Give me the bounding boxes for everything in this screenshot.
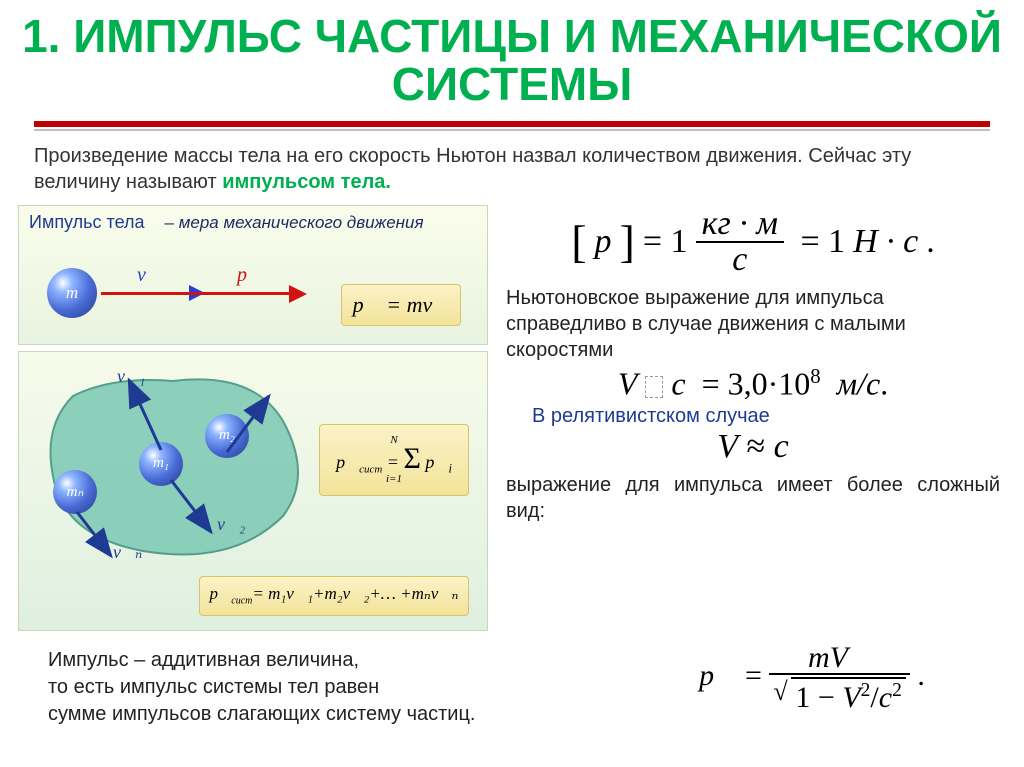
intro-term: импульсом тела. — [222, 171, 391, 193]
panel-system: mₙ m₁ m₂ v⃗₁ v⃗₂ v⃗ₙ N p⃗сист — [18, 351, 488, 631]
v1-label: v⃗₁ — [117, 366, 145, 387]
eq-v-approx: V ≈ c — [506, 430, 1000, 464]
bottom-row: Импульс – аддитивная величина, то есть и… — [0, 637, 1024, 728]
vn-label: v⃗ₙ — [113, 542, 142, 563]
system-arrows — [19, 352, 319, 572]
sphere-m-label: m — [66, 283, 78, 303]
formula-p-mv: p⃗ = mv⃗ — [341, 284, 461, 326]
eq-units: [p] = 1 кг · мс = 1 Н · с. — [506, 207, 1000, 277]
panel1-label: Импульс тела — [29, 212, 145, 232]
right-column: [p] = 1 кг · мс = 1 Н · с. Ньютоновское … — [500, 205, 1000, 637]
p-label: p⃗ — [237, 264, 263, 287]
eq-v-small: V c = 3,0·108 м/с. — [506, 367, 1000, 400]
eq-relativistic: p⃗ = mV⃗ 1 − V2/c2 . — [618, 637, 1006, 728]
panel1-heading: Импульс тела – мера механического движен… — [19, 206, 487, 233]
formula-sum: N p⃗сист = Σ p⃗i i=1 — [319, 424, 469, 496]
divider-red — [34, 121, 990, 127]
panel-impulse-body: Импульс тела – мера механического движен… — [18, 205, 488, 345]
formula-p-mv-text: p⃗ = mv⃗ — [353, 292, 450, 318]
sum-body: p⃗сист = Σ p⃗i — [336, 442, 452, 477]
additive-text: Импульс – аддитивная величина, то есть и… — [18, 637, 618, 728]
formula-expand: p⃗сист= m₁v⃗₁+m₂v⃗₂+… +mₙv⃗ₙ — [199, 576, 469, 616]
intro-plain: Произведение массы тела на его скорость … — [34, 145, 911, 193]
relativistic-label: В релятивистском случае — [532, 405, 1000, 428]
panel1-measure: – мера механического движения — [165, 213, 424, 232]
sum-lower: i=1 — [386, 473, 402, 485]
left-column: Импульс тела – мера механического движен… — [18, 205, 488, 637]
arrow-p — [101, 292, 291, 295]
page-title: 1. ИМПУЛЬС ЧАСТИЦЫ И МЕХАНИЧЕСКОЙ СИСТЕМ… — [0, 0, 1024, 115]
sphere-m: m — [47, 268, 97, 318]
divider-grey — [34, 129, 990, 131]
v-label: v⃗ — [137, 264, 161, 287]
formula-expand-text: p⃗сист= m₁v⃗₁+m₂v⃗₂+… +mₙv⃗ₙ — [210, 584, 459, 606]
intro-text: Произведение массы тела на его скорость … — [0, 143, 1024, 205]
newton-text: Ньютоновское выражение для импульса спра… — [506, 285, 1000, 363]
v2-label: v⃗₂ — [217, 514, 245, 535]
complex-text: выражение для импульса имеет более сложн… — [506, 472, 1000, 524]
arrow-p-head — [289, 285, 307, 303]
content-row: Импульс тела – мера механического движен… — [0, 205, 1024, 637]
